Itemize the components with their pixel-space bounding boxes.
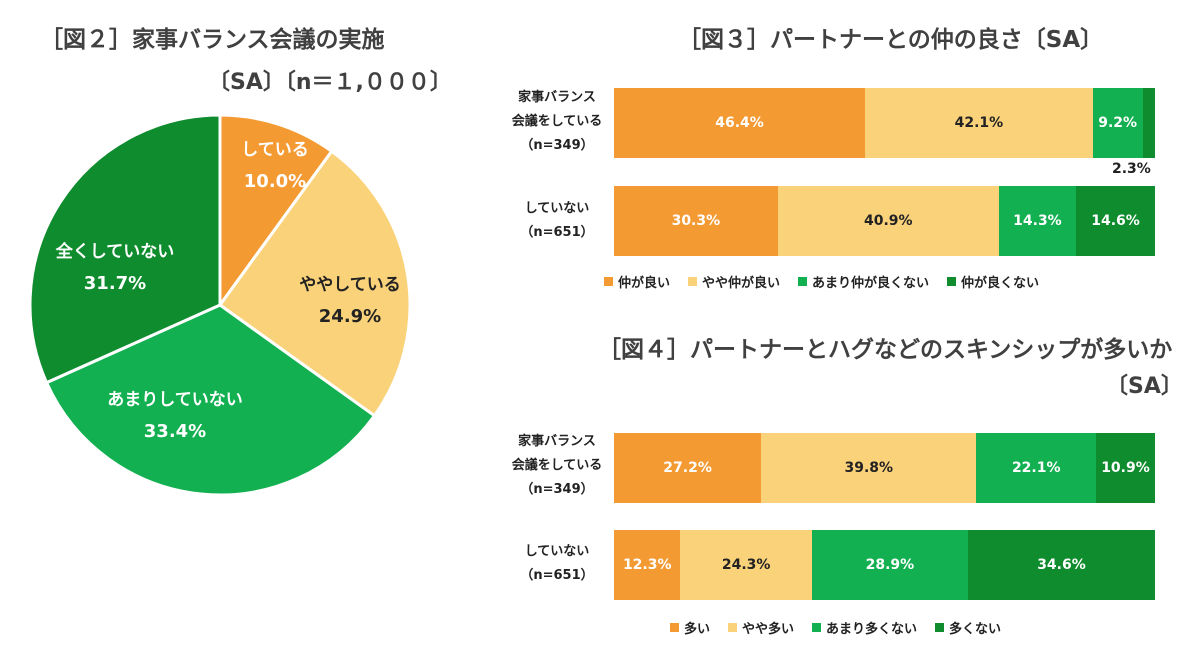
bar-segment: 22.1% xyxy=(976,433,1096,503)
row-label-line: 会議をしている xyxy=(511,114,603,129)
bar-segment: 24.3% xyxy=(680,530,812,600)
bar-segment: 12.3% xyxy=(614,530,681,600)
bar-segment: 28.9% xyxy=(811,530,968,600)
legend-label: やや仲が良い xyxy=(702,276,781,291)
pie-slice-value: 31.7% xyxy=(84,273,146,294)
pie-slice xyxy=(44,303,377,497)
bar-segment: 10.9% xyxy=(1096,433,1155,503)
pie-slice-label: あまりしていない xyxy=(107,390,243,410)
legend-item: 仲が良い xyxy=(604,272,670,291)
bar-segment: 34.6% xyxy=(967,530,1155,600)
bar-segment: 14.3% xyxy=(998,186,1077,256)
row-label: 家事バランス 会議をしている （n=349） xyxy=(502,86,612,158)
row-label-line: していない xyxy=(524,201,590,216)
fig3-outside-label: 2.3% xyxy=(1112,161,1151,177)
legend-item: あまり仲が良くない xyxy=(798,272,929,291)
fig4-legend: 多い やや多い あまり多くない 多くない xyxy=(670,618,1019,637)
legend-item: あまり多くない xyxy=(812,618,917,637)
legend-item: やや仲が良い xyxy=(688,272,780,291)
row-label-line: （n=349） xyxy=(520,138,594,153)
pie-slice-label: ややしている xyxy=(299,275,401,295)
legend-label: あまり多くない xyxy=(826,622,918,637)
pie-slice-label: している xyxy=(241,140,309,160)
row-label-line: していない xyxy=(524,544,590,559)
bar-segment: 9.2% xyxy=(1092,88,1143,158)
fig4-subtitle: 〔SA〕 xyxy=(1106,374,1183,399)
legend-item: やや多い xyxy=(728,618,794,637)
pie-slice xyxy=(28,113,222,385)
bar-segment: 42.1% xyxy=(865,88,1093,158)
pie-slice-value: 10.0% xyxy=(244,171,306,192)
row-label-line: （n=349） xyxy=(520,482,594,497)
legend-label: 多い xyxy=(684,622,711,637)
fig3-legend: 仲が良い やや仲が良い あまり仲が良くない 仲が良くない xyxy=(604,272,1057,291)
pie-slice xyxy=(218,113,334,310)
legend-label: 仲が良い xyxy=(618,276,671,291)
row-label-line: （n=651） xyxy=(520,225,594,240)
legend-swatch xyxy=(812,623,822,632)
stacked-bar: 46.4% 42.1% 9.2% xyxy=(614,88,1155,158)
row-label-line: （n=651） xyxy=(520,568,594,583)
bar-segment xyxy=(1142,88,1155,158)
row-label-line: 家事バランス xyxy=(518,90,596,105)
bar-segment: 27.2% xyxy=(614,433,762,503)
pie-slice-label: 全くしていない xyxy=(55,241,175,262)
fig3-title: ［図３］パートナーとの仲の良さ〔SA〕 xyxy=(678,27,1104,53)
legend-swatch xyxy=(798,277,808,286)
bar-segment: 46.4% xyxy=(614,88,866,158)
stacked-bar: 27.2% 39.8% 22.1% 10.9% xyxy=(614,433,1155,503)
fig2-subtitle: 〔SA〕〔n＝１,０００〕 xyxy=(208,70,452,95)
legend-swatch xyxy=(670,623,679,632)
legend-swatch xyxy=(935,623,945,632)
legend-label: 仲が良くない xyxy=(961,276,1040,291)
legend-swatch xyxy=(688,277,698,286)
pie-slice xyxy=(217,149,412,418)
legend-swatch xyxy=(604,277,613,286)
legend-swatch xyxy=(947,277,957,286)
fig4-title: ［図４］パートナーとハグなどのスキンシップが多いか xyxy=(598,337,1173,363)
pie-slice-value: 33.4% xyxy=(144,421,206,442)
pie-chart: している 10.0% ややしている 24.9% あまりしていない 33.4% 全くしていない… xyxy=(28,113,412,497)
legend-label: あまり仲が良くない xyxy=(812,276,930,291)
row-label: していない （n=651） xyxy=(502,540,612,588)
row-label: 家事バランス 会議をしている （n=349） xyxy=(502,430,612,502)
row-label: していない （n=651） xyxy=(502,197,612,245)
row-label-line: 会議をしている xyxy=(511,458,603,473)
legend-item: 仲が良くない xyxy=(947,272,1039,291)
legend-item: 多い xyxy=(670,618,710,637)
row-label-line: 家事バランス xyxy=(518,434,596,449)
bar-segment: 39.8% xyxy=(761,433,977,503)
legend-item: 多くない xyxy=(935,618,1001,637)
legend-label: やや多い xyxy=(742,622,795,637)
bar-segment: 40.9% xyxy=(777,186,999,256)
bar-segment: 14.6% xyxy=(1076,186,1155,256)
legend-swatch xyxy=(728,623,738,632)
stacked-bar: 12.3% 24.3% 28.9% 34.6% xyxy=(614,530,1155,600)
pie-slice-value: 24.9% xyxy=(319,306,381,327)
fig2-title: ［図２］家事バランス会議の実施 xyxy=(40,27,385,53)
bar-segment: 30.3% xyxy=(614,186,778,256)
stacked-bar: 30.3% 40.9% 14.3% 14.6% xyxy=(614,186,1155,256)
legend-label: 多くない xyxy=(949,622,1002,637)
